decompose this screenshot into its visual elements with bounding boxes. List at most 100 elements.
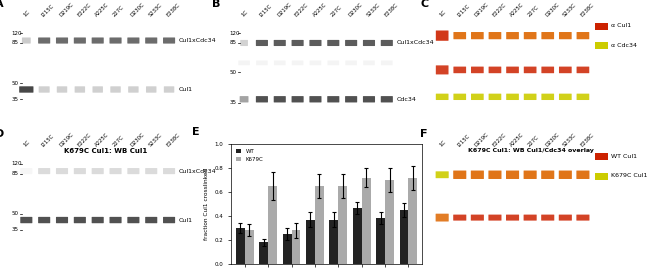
- FancyBboxPatch shape: [327, 40, 339, 46]
- FancyBboxPatch shape: [559, 215, 572, 221]
- Text: 120: 120: [12, 161, 22, 166]
- FancyBboxPatch shape: [506, 94, 519, 100]
- Text: E238C: E238C: [384, 2, 398, 17]
- Text: E238C: E238C: [166, 132, 181, 148]
- FancyBboxPatch shape: [92, 86, 103, 93]
- FancyBboxPatch shape: [559, 94, 571, 100]
- Text: D219C: D219C: [474, 132, 490, 148]
- FancyBboxPatch shape: [292, 40, 304, 46]
- FancyBboxPatch shape: [488, 171, 502, 179]
- Text: I215C: I215C: [456, 134, 471, 148]
- FancyBboxPatch shape: [453, 171, 466, 179]
- Text: D230C: D230C: [348, 1, 363, 17]
- Text: 50: 50: [12, 211, 18, 217]
- FancyBboxPatch shape: [292, 96, 304, 103]
- FancyBboxPatch shape: [274, 60, 285, 65]
- FancyBboxPatch shape: [471, 171, 484, 179]
- FancyBboxPatch shape: [577, 32, 590, 39]
- Text: D219C: D219C: [276, 1, 292, 17]
- Text: E222C: E222C: [294, 2, 309, 17]
- Text: I215C: I215C: [41, 3, 55, 17]
- Text: Cul1xCdc34: Cul1xCdc34: [179, 38, 216, 43]
- Text: α Cdc34: α Cdc34: [610, 43, 636, 48]
- FancyBboxPatch shape: [541, 171, 554, 179]
- FancyBboxPatch shape: [109, 168, 122, 174]
- Bar: [376, 218, 385, 264]
- FancyBboxPatch shape: [128, 86, 138, 93]
- Text: 227C: 227C: [526, 4, 540, 17]
- Text: 120: 120: [12, 31, 22, 36]
- Text: 227C: 227C: [526, 135, 540, 148]
- FancyBboxPatch shape: [345, 96, 358, 103]
- FancyBboxPatch shape: [145, 217, 157, 223]
- Text: K679C Cul1: WB Cul1/Cdc34 overlay: K679C Cul1: WB Cul1/Cdc34 overlay: [469, 148, 594, 153]
- FancyBboxPatch shape: [489, 67, 501, 73]
- FancyBboxPatch shape: [38, 86, 49, 93]
- FancyBboxPatch shape: [309, 40, 322, 46]
- Text: Cdc34: Cdc34: [396, 97, 417, 102]
- FancyBboxPatch shape: [471, 32, 484, 39]
- FancyBboxPatch shape: [92, 217, 104, 223]
- Text: S233C: S233C: [562, 2, 577, 17]
- Y-axis label: fraction Cul1 crosslinked: fraction Cul1 crosslinked: [204, 168, 209, 240]
- Bar: [236, 228, 245, 264]
- FancyBboxPatch shape: [345, 60, 357, 65]
- FancyBboxPatch shape: [436, 214, 448, 221]
- FancyBboxPatch shape: [381, 40, 393, 46]
- Text: 1C: 1C: [439, 139, 447, 148]
- Text: 227C: 227C: [112, 135, 125, 148]
- FancyBboxPatch shape: [595, 23, 608, 30]
- FancyBboxPatch shape: [22, 38, 31, 44]
- Text: D219C: D219C: [58, 1, 75, 17]
- FancyBboxPatch shape: [506, 171, 519, 179]
- FancyBboxPatch shape: [506, 215, 519, 221]
- Text: 85: 85: [229, 41, 236, 45]
- Text: S233C: S233C: [365, 2, 381, 17]
- Text: D219C: D219C: [58, 132, 75, 148]
- FancyBboxPatch shape: [559, 67, 571, 73]
- FancyBboxPatch shape: [109, 38, 122, 44]
- FancyBboxPatch shape: [256, 60, 268, 65]
- FancyBboxPatch shape: [489, 94, 501, 100]
- FancyBboxPatch shape: [74, 38, 86, 44]
- Text: A225C: A225C: [94, 132, 110, 148]
- FancyBboxPatch shape: [309, 96, 322, 103]
- Bar: [361, 178, 370, 264]
- FancyBboxPatch shape: [559, 32, 571, 39]
- Text: 1C: 1C: [23, 139, 31, 148]
- Text: E: E: [192, 127, 200, 137]
- Text: Cul1: Cul1: [179, 87, 193, 92]
- FancyBboxPatch shape: [541, 67, 554, 73]
- FancyBboxPatch shape: [163, 38, 175, 44]
- Text: I215C: I215C: [456, 3, 471, 17]
- FancyBboxPatch shape: [111, 86, 121, 93]
- FancyBboxPatch shape: [436, 94, 448, 100]
- Bar: [400, 210, 408, 264]
- FancyBboxPatch shape: [577, 94, 590, 100]
- Text: A225C: A225C: [312, 1, 328, 17]
- Text: D: D: [0, 129, 4, 139]
- Text: 35: 35: [12, 97, 18, 102]
- FancyBboxPatch shape: [20, 86, 33, 93]
- Text: D219C: D219C: [474, 1, 490, 17]
- Text: D230C: D230C: [544, 132, 560, 148]
- FancyBboxPatch shape: [577, 171, 590, 179]
- Text: α Cul1: α Cul1: [610, 23, 630, 28]
- Bar: [385, 180, 394, 264]
- Text: D230C: D230C: [130, 1, 146, 17]
- Text: 227C: 227C: [330, 4, 343, 17]
- Bar: [259, 242, 268, 264]
- FancyBboxPatch shape: [74, 217, 86, 223]
- FancyBboxPatch shape: [595, 173, 608, 180]
- FancyBboxPatch shape: [436, 65, 448, 75]
- FancyBboxPatch shape: [127, 168, 140, 174]
- FancyBboxPatch shape: [163, 217, 175, 223]
- Text: Cul1xCdc34: Cul1xCdc34: [179, 169, 216, 174]
- Text: 1C: 1C: [23, 9, 31, 17]
- FancyBboxPatch shape: [309, 60, 321, 65]
- FancyBboxPatch shape: [75, 86, 85, 93]
- Text: I215C: I215C: [41, 134, 55, 148]
- FancyBboxPatch shape: [127, 38, 140, 44]
- FancyBboxPatch shape: [453, 215, 466, 221]
- Text: 85: 85: [12, 171, 18, 176]
